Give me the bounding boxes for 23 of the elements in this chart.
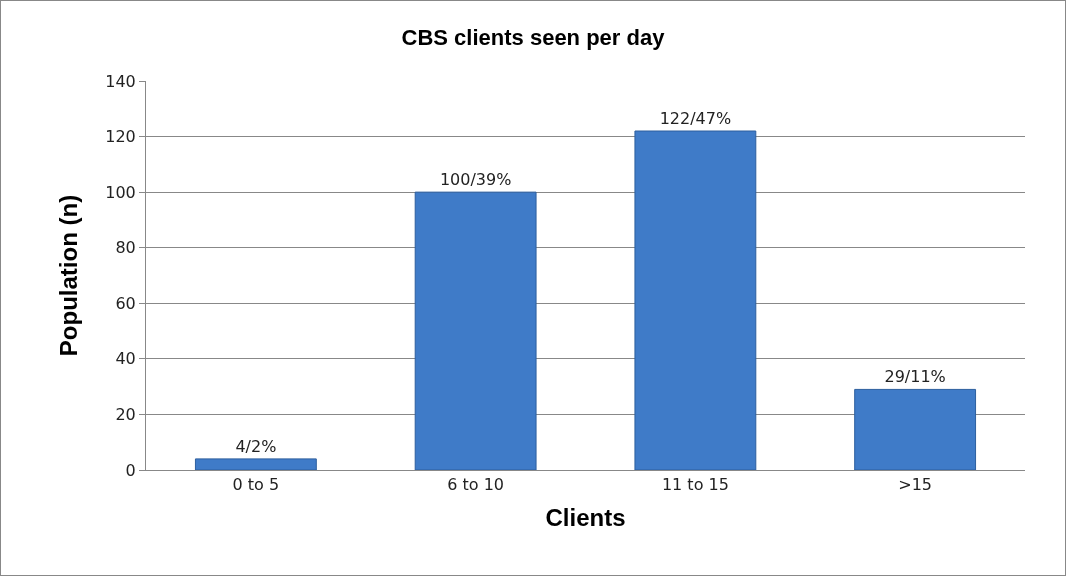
- data-label: 122/47%: [659, 109, 732, 129]
- y-tick-label: 60: [115, 293, 136, 313]
- data-label: 29/11%: [884, 367, 946, 387]
- x-axis-title: Clients: [545, 503, 626, 531]
- data-label: 4/2%: [235, 436, 277, 456]
- bar: [634, 130, 757, 470]
- y-tick-label: 0: [125, 460, 136, 480]
- bar: [194, 458, 317, 470]
- y-tick-label: 100: [105, 182, 136, 202]
- y-tick-label: 80: [115, 238, 136, 258]
- y-tick-label: 40: [115, 349, 136, 369]
- bar: [854, 388, 977, 470]
- y-tick-label: 140: [105, 71, 136, 91]
- x-tick-label: 11 to 15: [661, 475, 729, 495]
- bar: [414, 191, 537, 470]
- y-tick-label: 120: [105, 127, 136, 147]
- data-label: 100/39%: [439, 170, 512, 190]
- x-tick-label: 6 to 10: [447, 475, 505, 495]
- y-tick-label: 20: [115, 405, 136, 425]
- chart-title: CBS clients seen per day: [401, 25, 666, 51]
- x-tick-label: 0 to 5: [232, 475, 280, 495]
- y-axis-title: Population (n): [55, 194, 83, 357]
- x-tick-label: >15: [898, 475, 933, 495]
